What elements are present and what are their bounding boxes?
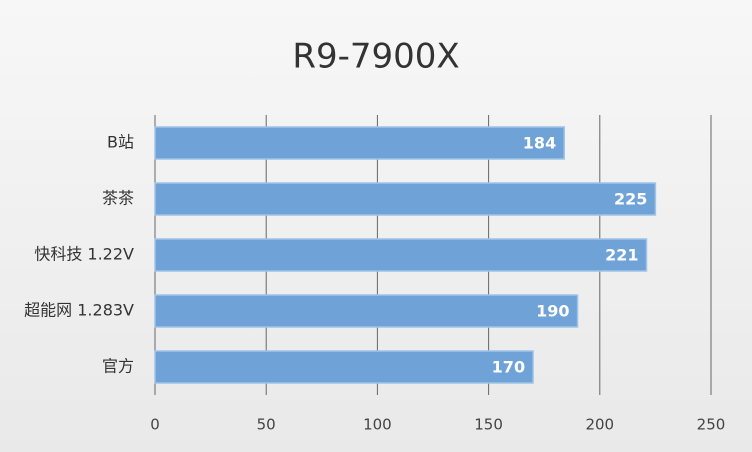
value-label: 184 bbox=[523, 134, 556, 153]
y-tick-label: 超能网 1.283V bbox=[24, 301, 134, 320]
bar bbox=[154, 126, 565, 160]
value-label: 221 bbox=[605, 246, 638, 265]
bar bbox=[154, 182, 657, 216]
bar bbox=[154, 294, 579, 328]
x-tick-label: 150 bbox=[474, 416, 503, 434]
y-tick-label: B站 bbox=[107, 133, 134, 152]
y-tick-label: 官方 bbox=[102, 357, 134, 376]
bar bbox=[154, 238, 648, 272]
x-tick-label: 200 bbox=[585, 416, 614, 434]
x-tick-label: 0 bbox=[150, 416, 160, 434]
x-tick-label: 50 bbox=[257, 416, 276, 434]
value-label: 190 bbox=[536, 302, 569, 321]
x-tick-label: 250 bbox=[697, 416, 726, 434]
y-tick-label: 茶茶 bbox=[102, 189, 134, 208]
value-label: 225 bbox=[614, 190, 647, 209]
y-tick-label: 快科技 1.22V bbox=[34, 245, 134, 264]
bar bbox=[154, 350, 534, 384]
chart-title: R9-7900X bbox=[292, 37, 459, 77]
x-tick-label: 100 bbox=[363, 416, 392, 434]
value-label: 170 bbox=[492, 358, 525, 377]
